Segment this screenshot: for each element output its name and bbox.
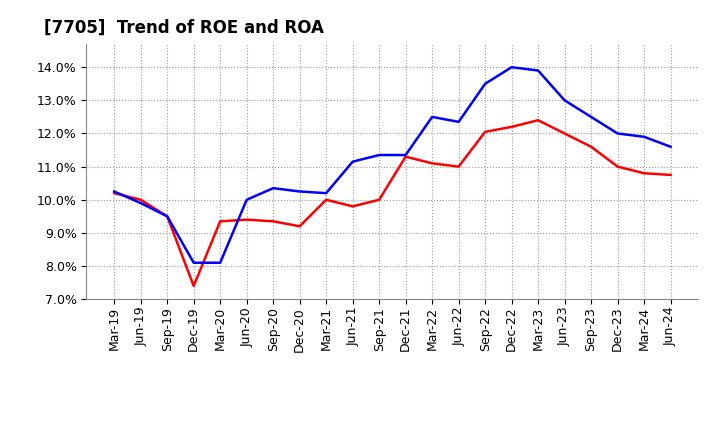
Legend: ROE, ROA: ROE, ROA	[308, 439, 477, 440]
ROA	[189, 260, 198, 265]
ROE	[640, 171, 649, 176]
ROA	[666, 144, 675, 150]
ROA	[295, 189, 304, 194]
ROE	[110, 191, 119, 196]
ROA	[587, 114, 595, 120]
ROA	[508, 65, 516, 70]
ROA	[136, 201, 145, 206]
ROE	[322, 197, 330, 202]
ROE	[587, 144, 595, 150]
ROE	[189, 283, 198, 289]
ROA	[534, 68, 542, 73]
ROE	[216, 219, 225, 224]
ROA	[640, 134, 649, 139]
ROA	[163, 214, 171, 219]
ROE	[534, 117, 542, 123]
ROE	[375, 197, 384, 202]
ROE	[348, 204, 357, 209]
ROE	[613, 164, 622, 169]
ROE	[508, 124, 516, 129]
ROA	[216, 260, 225, 265]
ROE	[401, 154, 410, 159]
Text: [7705]  Trend of ROE and ROA: [7705] Trend of ROE and ROA	[43, 19, 323, 37]
ROA	[348, 159, 357, 164]
ROA	[401, 152, 410, 158]
Line: ROE: ROE	[114, 120, 670, 286]
ROE	[560, 131, 569, 136]
ROA	[322, 191, 330, 196]
ROE	[136, 197, 145, 202]
ROE	[481, 129, 490, 135]
ROA	[428, 114, 436, 120]
ROA	[481, 81, 490, 86]
ROE	[243, 217, 251, 222]
ROE	[163, 214, 171, 219]
ROA	[269, 186, 277, 191]
ROE	[454, 164, 463, 169]
Line: ROA: ROA	[114, 67, 670, 263]
ROA	[110, 189, 119, 194]
ROA	[560, 98, 569, 103]
ROA	[375, 152, 384, 158]
ROE	[666, 172, 675, 178]
ROE	[295, 224, 304, 229]
ROE	[428, 161, 436, 166]
ROE	[269, 219, 277, 224]
ROA	[613, 131, 622, 136]
ROA	[454, 119, 463, 125]
ROA	[243, 197, 251, 202]
